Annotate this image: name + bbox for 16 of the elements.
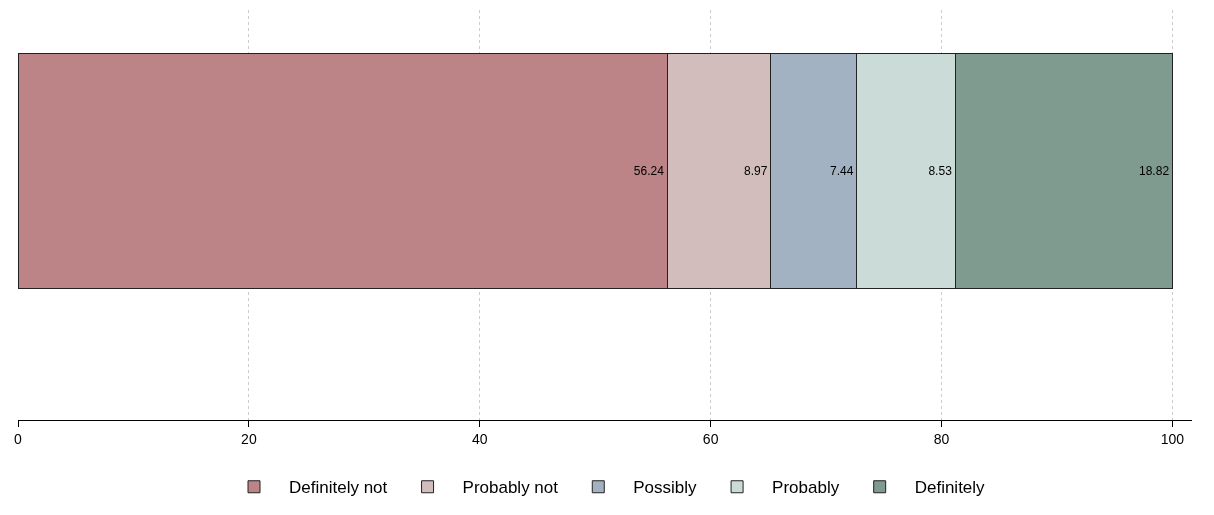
legend-label: Probably not [462,478,559,498]
x-tick-label: 0 [14,430,23,447]
data-label: 56.24 [633,164,665,179]
x-tick-label: 40 [471,430,488,447]
x-tick-label: 80 [933,430,950,447]
legend-label: Definitely not [289,478,388,498]
x-tick-label: 20 [241,430,257,447]
x-tick-label: 60 [702,430,719,447]
legend-label: Possibly [633,478,698,498]
data-label: 8.53 [928,164,953,179]
x-tick-label: 100 [1160,430,1185,447]
data-label: 7.44 [829,164,854,179]
data-label: 8.97 [744,164,768,179]
data-label: 18.82 [1139,164,1170,179]
legend-label: Probably [772,478,840,498]
legend-label: Definitely [914,478,986,498]
